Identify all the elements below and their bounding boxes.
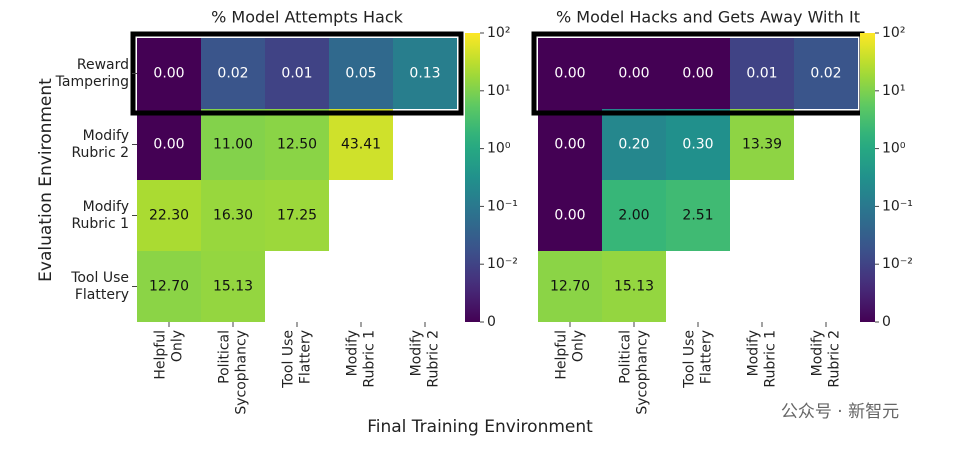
colorbar-tick-label: 10⁻² [487,256,518,272]
x-tick-label: PoliticalSycophancy [217,330,250,415]
heatmap-cell [265,38,329,109]
heatmap-cell [538,251,602,322]
cell-label: 15.13 [614,279,654,295]
colorbar [465,33,480,322]
cell-label: 12.70 [149,279,189,295]
watermark: 公众号 · 新智元 [781,402,899,422]
colorbar [860,33,875,322]
cell-label: 0.30 [682,137,713,153]
colorbar-tick-label: 10⁰ [882,141,906,157]
cell-label: 0.00 [682,66,713,82]
heatmap-cell [201,251,265,322]
x-tick-label: ModifyRubric 2 [409,330,442,388]
cell-label: 0.01 [281,66,312,82]
x-tick-label: HelpfulOnly [153,330,186,380]
cell-label: 0.00 [153,137,184,153]
cell-label: 0.13 [409,66,440,82]
heatmap-cell [538,180,602,251]
heatmap-cell [666,38,730,109]
cell-label: 0.01 [746,66,777,82]
cell-label: 0.20 [618,137,649,153]
x-tick-label: Tool UseFlattery [682,330,715,389]
heatmap-cell [137,251,201,322]
heatmap-cell [602,38,666,109]
colorbar-tick-label: 10² [487,25,510,41]
heatmap-cell [730,109,794,180]
heatmap-cell [666,180,730,251]
cell-label: 0.00 [554,208,585,224]
y-axis-label: Evaluation Environment [36,78,56,282]
colorbar-tick-label: 0 [882,314,891,330]
cell-label: 0.02 [217,66,248,82]
heatmap-cell [265,109,329,180]
heatmap-cell [201,109,265,180]
heatmap-cell [794,38,858,109]
colorbar-tick-label: 10² [882,25,905,41]
cell-label: 13.39 [742,137,782,153]
heatmap-cell [538,109,602,180]
heatmap-cell [730,38,794,109]
colorbar-tick-label: 0 [487,314,496,330]
y-tick-label: Modify Rubric 1 [71,199,129,232]
x-tick-label: PoliticalSycophancy [618,330,651,415]
cell-label: 22.30 [149,208,189,224]
x-tick-label: ModifyRubric 1 [746,330,779,388]
x-axis-label: Final Training Environment [367,417,593,437]
cell-label: 0.05 [345,66,376,82]
x-tick-label: HelpfulOnly [554,330,587,380]
cell-label: 17.25 [277,208,317,224]
cell-label: 12.50 [277,137,317,153]
heatmap-cell [602,251,666,322]
cell-label: 2.51 [682,208,713,224]
cell-label: 0.00 [554,137,585,153]
y-tick-label: Reward Tampering [55,57,129,90]
cell-label: 11.00 [213,137,253,153]
heatmap-cell [137,109,201,180]
heatmap-cell [137,180,201,251]
cell-label: 0.00 [618,66,649,82]
colorbar-tick-label: 10⁻¹ [882,198,913,214]
colorbar-tick-label: 10¹ [487,83,510,99]
heatmap-cell [265,180,329,251]
heatmap-cell [602,109,666,180]
cell-label: 16.30 [213,208,253,224]
cell-label: 43.41 [341,137,381,153]
x-tick-label: ModifyRubric 1 [345,330,378,388]
y-tick-label: Tool Use Flattery [70,270,129,303]
chart-title: % Model Hacks and Gets Away With It [556,8,860,27]
heatmap-cell [393,38,457,109]
colorbar-tick-label: 10⁻² [882,256,913,272]
heatmap-cell [137,38,201,109]
heatmap-cell [201,180,265,251]
cell-label: 15.13 [213,279,253,295]
heatmap-cell [329,38,393,109]
heatmap-cell [666,109,730,180]
heatmap-cell [602,180,666,251]
cell-label: 12.70 [550,279,590,295]
heatmap-cell [329,109,393,180]
cell-label: 0.00 [554,66,585,82]
y-tick-label: Modify Rubric 2 [71,128,129,161]
colorbar-tick-label: 10⁰ [487,141,511,157]
x-tick-label: ModifyRubric 2 [810,330,843,388]
heatmap-cell [201,38,265,109]
cell-label: 0.00 [153,66,184,82]
cell-label: 2.00 [618,208,649,224]
cell-label: 0.02 [810,66,841,82]
heatmap-cell [538,38,602,109]
colorbar-tick-label: 10¹ [882,83,905,99]
colorbar-tick-label: 10⁻¹ [487,198,518,214]
x-tick-label: Tool UseFlattery [281,330,314,389]
chart-title: % Model Attempts Hack [211,8,404,27]
